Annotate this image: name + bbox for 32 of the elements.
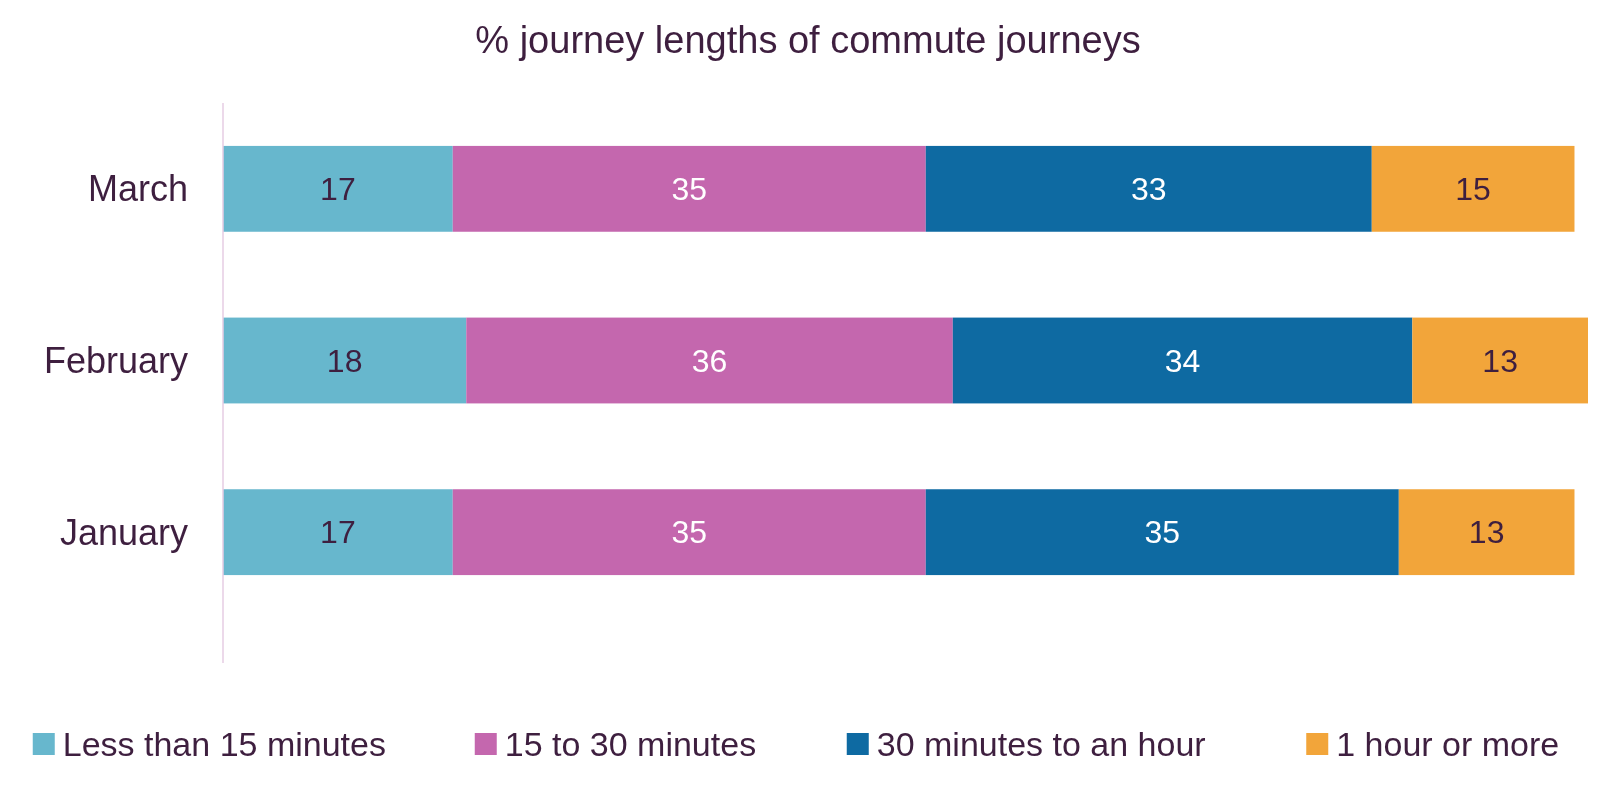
data-label: 13 <box>1482 342 1518 379</box>
bar <box>223 317 467 404</box>
data-label: 35 <box>671 514 708 551</box>
legend-label: 1 hour or more <box>1336 724 1560 763</box>
bar <box>1412 317 1588 404</box>
legend-label: 15 to 30 minutes <box>504 724 757 763</box>
bar <box>223 489 453 576</box>
data-label: 35 <box>1144 514 1181 551</box>
data-label: 17 <box>320 514 356 551</box>
data-label: 18 <box>326 342 363 379</box>
legend-label: Less than 15 minutes <box>62 724 386 763</box>
y-tick-label: March <box>87 168 188 210</box>
bar <box>223 145 453 232</box>
bar <box>925 145 1372 232</box>
bar <box>452 145 926 232</box>
chart-title: % journey lengths of commute journeys <box>475 19 1141 61</box>
data-label: 15 <box>1455 171 1491 208</box>
bar <box>1398 489 1575 576</box>
bar <box>466 317 953 404</box>
data-label: 33 <box>1130 171 1167 208</box>
bar <box>925 489 1399 576</box>
data-label: 34 <box>1164 342 1201 379</box>
bar <box>452 489 926 576</box>
data-label: 13 <box>1468 514 1505 551</box>
data-label: 36 <box>691 342 728 379</box>
bar <box>952 317 1413 404</box>
data-label: 17 <box>320 171 356 208</box>
bar <box>1371 145 1575 232</box>
y-tick-label: February <box>43 340 188 382</box>
y-tick-label: January <box>59 511 188 553</box>
legend-label: 30 minutes to an hour <box>876 724 1206 763</box>
data-label: 35 <box>671 171 708 208</box>
